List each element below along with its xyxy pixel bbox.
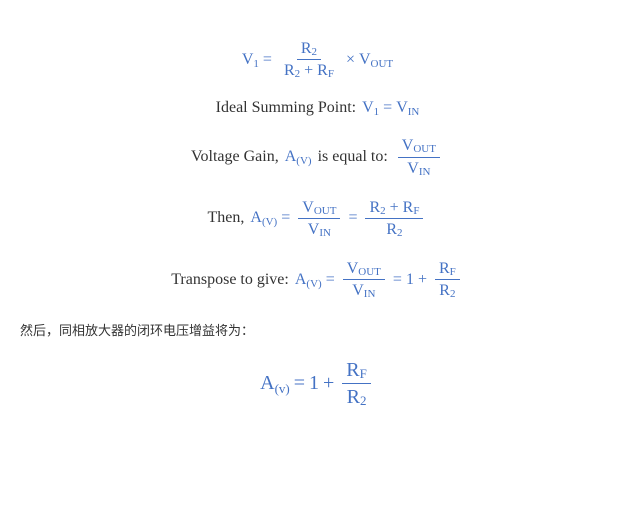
op-eq: = xyxy=(294,372,305,395)
label-gain2: is equal to: xyxy=(318,148,388,166)
var-V: V xyxy=(242,51,254,69)
frac-r2rf-r2: R2 + RF R2 xyxy=(365,197,423,240)
var-R: R xyxy=(403,198,414,217)
eq-line-3: Voltage Gain, A(V) is equal to: VOUT VIN xyxy=(20,135,615,178)
label-transpose: Transpose to give: xyxy=(171,271,289,289)
sub-out: OUT xyxy=(314,205,337,218)
sub-in: IN xyxy=(364,288,376,301)
var-V: V xyxy=(352,281,364,300)
var-R: R xyxy=(439,259,450,278)
var-V: V xyxy=(347,259,359,278)
sub-out: OUT xyxy=(371,58,394,70)
sub-1: 1 xyxy=(253,58,259,70)
var-A: A xyxy=(295,271,307,289)
sub-2: 2 xyxy=(360,393,367,409)
frac-vout-vin: VOUT VIN xyxy=(298,197,340,240)
sub-V: (V) xyxy=(262,216,277,228)
var-A: A xyxy=(285,148,297,166)
sub-F: F xyxy=(360,366,367,382)
var-V: V xyxy=(407,159,419,178)
eq3-frac: VOUT VIN xyxy=(394,135,444,178)
var-A: A xyxy=(250,209,262,227)
eq-line-4: Then, A(V) = VOUT VIN = R2 + RF R2 xyxy=(20,197,615,240)
op-plus: + xyxy=(304,61,313,80)
sub-v: (v) xyxy=(275,381,290,397)
num-one: 1 xyxy=(406,271,414,289)
eq2-math: V1 = VIN xyxy=(362,99,419,117)
chinese-text: 然后，同相放大器的闭环电压增益将为： xyxy=(20,320,615,339)
frac-rf-r2: RF R2 xyxy=(342,357,371,410)
var-V: V xyxy=(396,99,408,117)
sub-out: OUT xyxy=(413,143,436,156)
var-R: R xyxy=(386,220,397,239)
eq-line-1: V1 = R2 R2 + RF × VOUT xyxy=(20,38,615,81)
sub-in: IN xyxy=(319,227,331,240)
var-V: V xyxy=(362,99,374,117)
frac-rf-r2: RF R2 xyxy=(435,258,460,301)
eq1-math: V1 = R2 R2 + RF × VOUT xyxy=(242,38,393,81)
sub-in: IN xyxy=(408,106,420,118)
var-R: R xyxy=(369,198,380,217)
frac-vout-vin: VOUT VIN xyxy=(343,258,385,301)
sub-V: (V) xyxy=(296,155,311,167)
sub-2: 2 xyxy=(312,46,318,59)
var-A: A xyxy=(260,372,274,395)
var-R: R xyxy=(347,385,360,409)
var-R: R xyxy=(284,61,295,80)
var-AV: A(V) xyxy=(285,148,312,166)
eq-line-2: Ideal Summing Point: V1 = VIN xyxy=(20,99,615,117)
op-plus: + xyxy=(418,271,427,289)
sub-F: F xyxy=(450,266,456,279)
sub-1: 1 xyxy=(374,106,380,118)
var-V: V xyxy=(402,136,414,155)
var-R: R xyxy=(317,61,328,80)
eq6-math: A(v) = 1 + RF R2 xyxy=(260,357,375,410)
var-V: V xyxy=(302,198,314,217)
var-R: R xyxy=(301,39,312,58)
var-R: R xyxy=(346,358,359,382)
op-eq: = xyxy=(263,51,272,69)
sub-F: F xyxy=(328,68,334,81)
op-eq: = xyxy=(281,209,290,227)
var-R: R xyxy=(439,281,450,300)
op-plus: + xyxy=(323,372,334,395)
sub-F: F xyxy=(413,205,419,218)
op-eq: = xyxy=(393,271,402,289)
label-gain1: Voltage Gain, xyxy=(191,148,279,166)
sub-2: 2 xyxy=(450,288,456,301)
label-ideal: Ideal Summing Point: xyxy=(216,99,356,117)
eq4-math: A(V) = VOUT VIN = R2 + RF R2 xyxy=(250,197,427,240)
var-V: V xyxy=(308,220,320,239)
sub-in: IN xyxy=(419,166,431,179)
sub-2: 2 xyxy=(295,68,301,81)
sub-out: OUT xyxy=(358,266,381,279)
op-plus: + xyxy=(390,198,399,217)
frac-vout-vin: VOUT VIN xyxy=(398,135,440,178)
op-eq: = xyxy=(383,99,392,117)
sub-V: (V) xyxy=(306,278,321,290)
num-one: 1 xyxy=(309,372,319,395)
op-times: × xyxy=(346,51,355,69)
eq-line-6: A(v) = 1 + RF R2 xyxy=(20,357,615,410)
sub-2: 2 xyxy=(380,205,386,218)
op-eq: = xyxy=(326,271,335,289)
eq5-math: A(V) = VOUT VIN = 1 + RF R2 xyxy=(295,258,464,301)
op-eq: = xyxy=(348,209,357,227)
sub-2: 2 xyxy=(397,227,403,240)
eq-line-5: Transpose to give: A(V) = VOUT VIN = 1 +… xyxy=(20,258,615,301)
frac-r2-over-r2rf: R2 R2 + RF xyxy=(280,38,338,81)
var-V: V xyxy=(359,51,371,69)
label-then: Then, xyxy=(208,209,245,227)
